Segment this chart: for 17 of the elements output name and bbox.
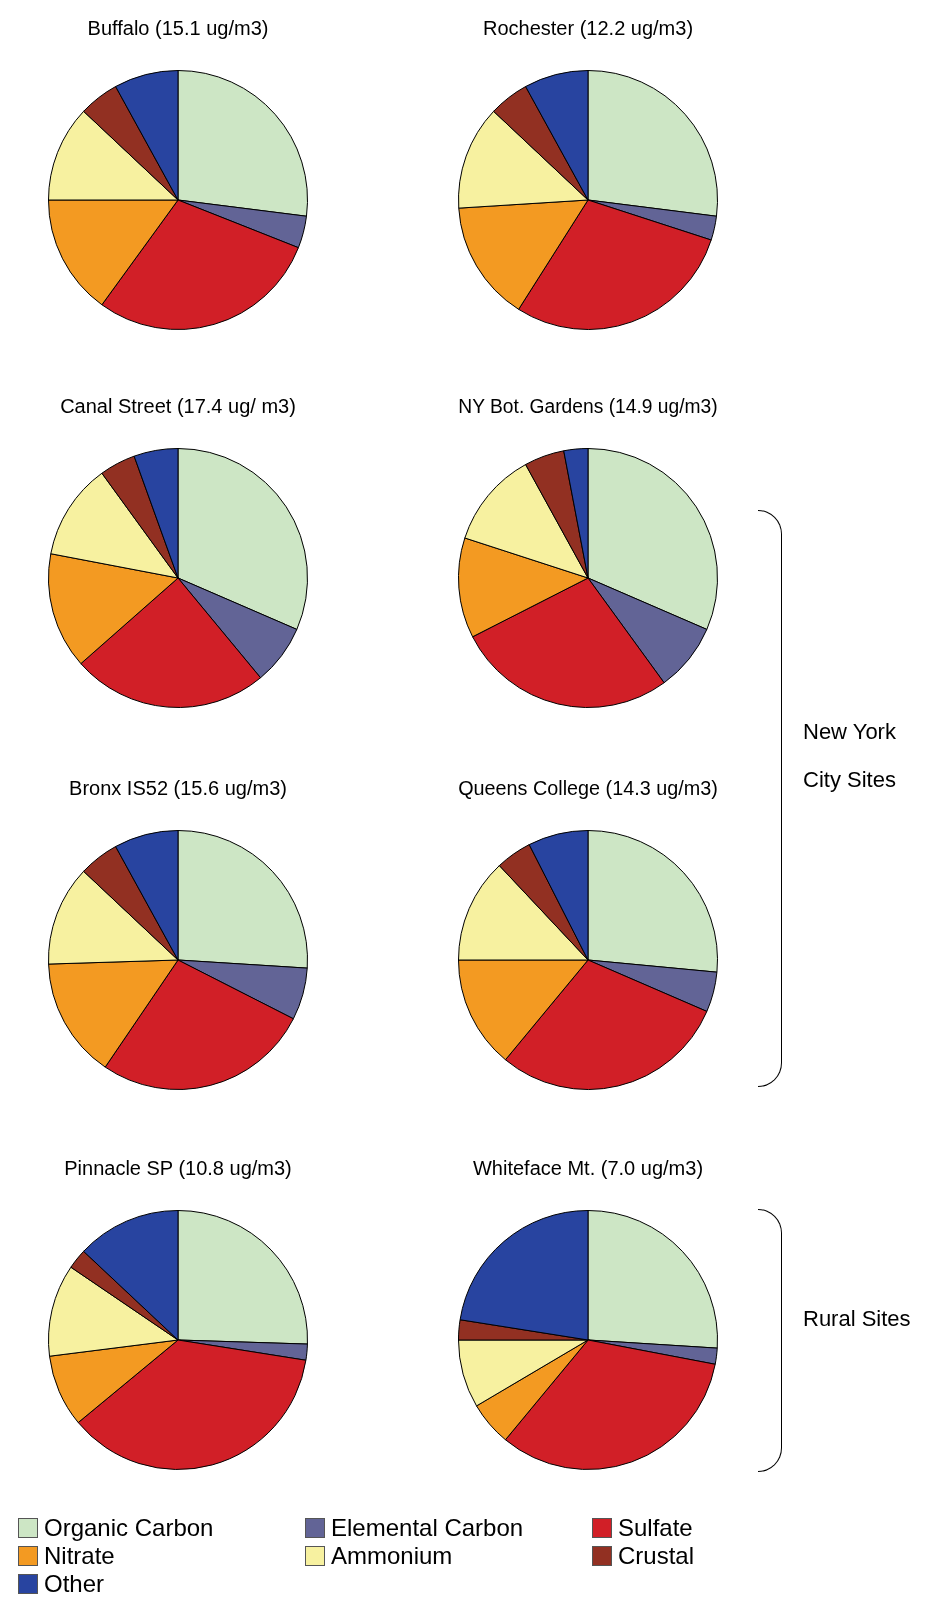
- chart-title: Canal Street (17.4 ug/ m3): [60, 394, 296, 417]
- chart-title: Bronx IS52 (15.6 ug/m3): [69, 776, 287, 799]
- legend-label: Other: [44, 1570, 105, 1598]
- legend-label: Crustal: [618, 1542, 695, 1570]
- chart-title: NY Bot. Gardens (14.9 ug/m3): [458, 394, 718, 417]
- legend-label: Organic Carbon: [44, 1514, 214, 1542]
- chart-title: Queens College (14.3 ug/m3): [458, 776, 718, 799]
- chart-title: Whiteface Mt. (7.0 ug/m3): [472, 1156, 704, 1179]
- chart-title: Rochester (12.2 ug/m3): [482, 16, 694, 39]
- legend-label: Nitrate: [44, 1542, 115, 1570]
- legend-label: Sulfate: [618, 1514, 693, 1542]
- legend-label: Ammonium: [331, 1542, 453, 1570]
- chart-title: Buffalo (15.1 ug/m3): [87, 16, 269, 39]
- text: New York City Sites: [803, 718, 897, 794]
- legend-label: Elemental Carbon: [331, 1514, 524, 1542]
- chart-title: Pinnacle SP (10.8 ug/m3): [64, 1156, 292, 1179]
- text: Rural Sites: [803, 1305, 912, 1333]
